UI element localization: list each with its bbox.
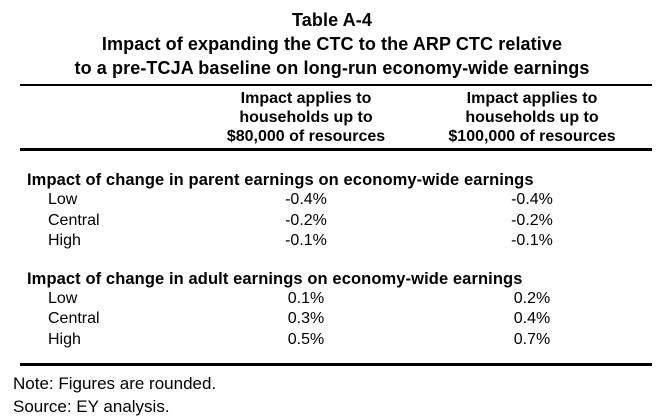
row-value-80k: 0.5% bbox=[287, 330, 325, 348]
section-parent-earnings: Impact of change in parent earnings on e… bbox=[0, 170, 664, 252]
column-header-100k-line-1: Impact applies to bbox=[466, 90, 598, 107]
row-value-80k: 0.3% bbox=[287, 310, 325, 327]
row-value-100k: 0.2% bbox=[513, 289, 551, 307]
note-line: Note: Figures are rounded. bbox=[13, 374, 217, 393]
column-header-100k-line-3: $100,000 of resources bbox=[448, 128, 616, 145]
row-value-100k: -0.1% bbox=[511, 232, 553, 249]
table-row-parent-low: Low -0.4% -0.4% bbox=[0, 190, 652, 211]
row-label: Central bbox=[48, 310, 100, 327]
table-bottom-rule bbox=[20, 363, 652, 366]
column-header-row: Impact applies to households up to $80,0… bbox=[0, 86, 652, 146]
table-row-parent-central: Central -0.2% -0.2% bbox=[0, 211, 652, 232]
column-header-80k-line-1: Impact applies to bbox=[240, 90, 372, 107]
table-number: Table A-4 bbox=[292, 10, 372, 30]
row-value-100k: 0.7% bbox=[513, 330, 551, 348]
row-label: High bbox=[48, 232, 81, 249]
table-row-adult-high: High 0.5% 0.7% bbox=[0, 330, 652, 351]
row-label: Low bbox=[48, 191, 78, 208]
header-top-rule bbox=[20, 84, 652, 86]
header-bottom-rule bbox=[20, 148, 652, 151]
table-title-line-1: Impact of expanding the CTC to the ARP C… bbox=[101, 34, 563, 54]
row-value-80k: -0.1% bbox=[285, 232, 327, 249]
row-value-80k: -0.4% bbox=[285, 191, 327, 208]
row-value-100k: -0.2% bbox=[511, 211, 553, 229]
column-header-80k-line-2: households up to bbox=[239, 109, 373, 126]
row-label: Low bbox=[48, 289, 78, 307]
stub-header-cell bbox=[0, 89, 200, 146]
table-title-block: Table A-4 Impact of expanding the CTC to… bbox=[0, 0, 664, 80]
table-footnotes: Note: Figures are rounded. Source: EY an… bbox=[0, 372, 664, 418]
row-value-80k: 0.1% bbox=[287, 289, 325, 307]
section-header-parent: Impact of change in parent earnings on e… bbox=[27, 171, 534, 189]
row-label: High bbox=[48, 330, 81, 348]
source-line: Source: EY analysis. bbox=[13, 397, 170, 416]
row-value-100k: -0.4% bbox=[511, 191, 553, 208]
table-row-adult-low: Low 0.1% 0.2% bbox=[0, 289, 652, 310]
section-header-adult: Impact of change in adult earnings on ec… bbox=[27, 269, 523, 288]
table-row-adult-central: Central 0.3% 0.4% bbox=[0, 309, 652, 330]
row-label: Central bbox=[48, 211, 100, 229]
table-row-parent-high: High -0.1% -0.1% bbox=[0, 231, 652, 252]
column-header-100k-line-2: households up to bbox=[465, 109, 599, 126]
row-value-100k: 0.4% bbox=[513, 310, 551, 327]
row-value-80k: -0.2% bbox=[285, 211, 327, 229]
table-title-line-2: to a pre-TCJA baseline on long-run econo… bbox=[74, 58, 590, 78]
column-header-80k: Impact applies to households up to $80,0… bbox=[200, 89, 412, 146]
section-adult-earnings: Impact of change in adult earnings on ec… bbox=[0, 269, 664, 351]
column-header-80k-line-3: $80,000 of resources bbox=[226, 128, 386, 145]
column-header-100k: Impact applies to households up to $100,… bbox=[412, 89, 652, 146]
